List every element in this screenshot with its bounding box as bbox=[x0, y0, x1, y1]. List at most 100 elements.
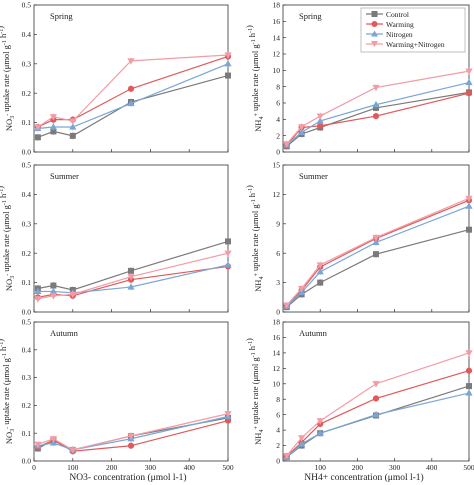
data-point bbox=[372, 410, 380, 418]
y-tick-label: 6 bbox=[276, 99, 280, 108]
x-tick-label: 300 bbox=[389, 463, 401, 472]
y-tick-label: 14 bbox=[273, 348, 281, 357]
data-point bbox=[316, 268, 324, 275]
y-tick-label: 12 bbox=[273, 50, 281, 59]
series-nitrogen bbox=[34, 60, 232, 133]
data-point bbox=[49, 436, 57, 443]
data-point bbox=[49, 293, 57, 300]
y-tick-label: 0.2 bbox=[22, 89, 32, 98]
x-tick-label: 100 bbox=[315, 463, 327, 472]
data-point bbox=[372, 84, 380, 92]
series-warming bbox=[283, 89, 473, 150]
y-tick-label: 0.1 bbox=[22, 278, 32, 287]
y-tick-label: 2 bbox=[276, 441, 280, 450]
series-warming-nitrogen bbox=[283, 349, 473, 460]
chart-panel-nh4-summer: 0 3 6 9 12 15 Summer NH4+ uptake rate (μmol g-1… bbox=[244, 161, 473, 317]
legend-label-warming-nitrogen: Warming+Nitrogen bbox=[386, 40, 445, 49]
data-point bbox=[283, 302, 291, 309]
data-point bbox=[283, 141, 291, 148]
data-point bbox=[49, 123, 57, 130]
data-point bbox=[225, 238, 231, 245]
season-label: Autumn bbox=[299, 328, 328, 338]
y-tick-label: 0.2 bbox=[22, 401, 32, 410]
y-tick-label: 3 bbox=[276, 278, 280, 287]
data-point bbox=[127, 274, 135, 281]
data-point bbox=[298, 128, 306, 135]
data-point bbox=[224, 411, 232, 418]
y-axis-label: NO3- uptake rate (μmol g-1 h-1) bbox=[0, 26, 16, 131]
data-point bbox=[49, 114, 57, 121]
plot-frame bbox=[282, 164, 470, 313]
data-point bbox=[316, 262, 324, 269]
season-label: Autumn bbox=[50, 328, 79, 338]
data-point bbox=[127, 283, 135, 290]
series-nitrogen bbox=[283, 78, 473, 149]
y-tick-label: 0.1 bbox=[22, 118, 32, 127]
data-point bbox=[465, 90, 473, 97]
data-point bbox=[465, 389, 473, 396]
legend-label-nitrogen: Nitrogen bbox=[386, 30, 413, 39]
legend: Control Warming Nitrogen Warming+Nitroge… bbox=[360, 7, 466, 53]
y-axis-label: NO3- uptake rate (μmol g-1 h-1) bbox=[0, 339, 16, 444]
y-tick-label: 10 bbox=[273, 379, 281, 388]
data-point bbox=[466, 226, 472, 233]
data-point bbox=[465, 202, 473, 209]
plot-frame bbox=[282, 321, 470, 462]
season-label: Summer bbox=[299, 171, 328, 181]
y-tick-label: 0.0 bbox=[22, 148, 32, 157]
panels: 0.0 0.1 0.2 0.3 0.4 0.5 Spring NO3- uptake rate… bbox=[0, 1, 474, 472]
data-point bbox=[465, 367, 473, 374]
chart-panel-no3-autumn: 0.0 0.1 0.2 0.3 0.4 0.5 0 100 200 300 400 500 Autumn… bbox=[0, 318, 234, 472]
y-tick-label: 0.5 bbox=[22, 1, 32, 10]
data-point bbox=[34, 441, 42, 449]
series-line bbox=[37, 74, 229, 138]
y-tick-label: 6 bbox=[276, 410, 280, 419]
x-tick-label: 500 bbox=[222, 463, 234, 472]
y-tick-label: 18 bbox=[273, 318, 281, 327]
series-warming-nitrogen bbox=[34, 51, 232, 131]
data-point bbox=[69, 291, 77, 299]
y-tick-label: 0.4 bbox=[22, 190, 32, 199]
series-control bbox=[283, 88, 472, 150]
legend-marker-circle bbox=[371, 21, 378, 27]
data-point bbox=[316, 113, 324, 120]
data-point bbox=[465, 195, 473, 203]
data-point bbox=[34, 134, 41, 141]
chart-panel-nh4-autumn: 0 2 4 6 8 10 12 14 16 18 100 200 300 400 500 Autumn NH4+… bbox=[244, 318, 474, 472]
data-point bbox=[283, 452, 291, 460]
data-point bbox=[465, 78, 473, 86]
y-tick-label: 12 bbox=[273, 190, 281, 199]
y-tick-label: 0 bbox=[276, 457, 280, 466]
data-point bbox=[69, 118, 77, 125]
data-point bbox=[316, 117, 324, 124]
data-point bbox=[372, 112, 380, 120]
series-line bbox=[37, 240, 229, 291]
x-tick-label: 0 bbox=[32, 463, 36, 472]
y-tick-label: 15 bbox=[273, 161, 281, 170]
data-point bbox=[372, 381, 380, 388]
data-point bbox=[372, 238, 380, 246]
series-line bbox=[286, 352, 470, 456]
y-tick-label: 0.5 bbox=[22, 161, 32, 170]
y-tick-label: 2 bbox=[276, 131, 280, 140]
y-tick-label: 16 bbox=[273, 17, 281, 26]
series-warming-nitrogen bbox=[34, 249, 232, 303]
legend-entry-warming-nitrogen: Warming+Nitrogen bbox=[366, 40, 445, 49]
chart-panel-no3-summer: 0.0 0.1 0.2 0.3 0.4 0.5 Summer NO3- uptake rate… bbox=[0, 161, 232, 317]
data-point bbox=[317, 122, 324, 129]
series-warming-nitrogen bbox=[283, 194, 473, 309]
x-axis-label-right: NH4+ concentration (μmol l-1) bbox=[304, 472, 423, 483]
legend-entry-nitrogen: Nitrogen bbox=[366, 30, 413, 39]
legend-label-warming: Warming bbox=[386, 20, 414, 29]
season-label: Summer bbox=[50, 171, 79, 181]
y-tick-label: 0.2 bbox=[22, 249, 32, 258]
data-point bbox=[34, 124, 42, 131]
chart-panel-nh4-spring: 0 2 4 6 8 10 12 14 16 18 Spring NH4+ uptake rate (μ… bbox=[244, 1, 473, 157]
data-point bbox=[127, 442, 135, 449]
season-label: Spring bbox=[50, 11, 73, 21]
data-point bbox=[224, 60, 232, 67]
y-tick-label: 0 bbox=[276, 148, 280, 157]
series-warming-nitrogen bbox=[34, 410, 232, 454]
y-tick-label: 18 bbox=[273, 1, 281, 10]
